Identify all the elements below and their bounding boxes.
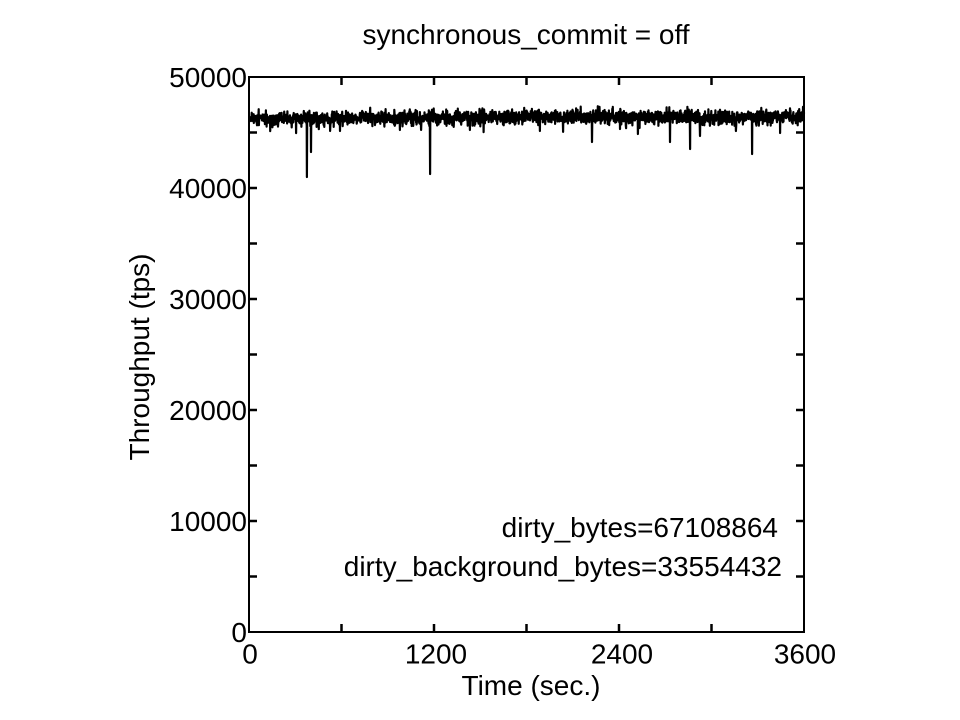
svg-text:30000: 30000 bbox=[169, 284, 247, 315]
svg-text:20000: 20000 bbox=[169, 395, 247, 426]
svg-text:10000: 10000 bbox=[169, 506, 247, 537]
svg-text:Time (sec.): Time (sec.) bbox=[462, 670, 601, 701]
svg-text:0: 0 bbox=[242, 639, 258, 670]
svg-text:0: 0 bbox=[231, 617, 247, 648]
svg-text:50000: 50000 bbox=[169, 62, 247, 93]
svg-text:dirty_bytes=67108864: dirty_bytes=67108864 bbox=[502, 512, 778, 543]
svg-text:1200: 1200 bbox=[405, 639, 467, 670]
svg-text:dirty_background_bytes=3355443: dirty_background_bytes=33554432 bbox=[344, 551, 782, 582]
svg-text:synchronous_commit = off: synchronous_commit = off bbox=[362, 19, 689, 50]
svg-text:3600: 3600 bbox=[774, 639, 836, 670]
svg-text:40000: 40000 bbox=[169, 173, 247, 204]
svg-text:2400: 2400 bbox=[591, 639, 653, 670]
svg-text:Throughput (tps): Throughput (tps) bbox=[124, 254, 155, 461]
